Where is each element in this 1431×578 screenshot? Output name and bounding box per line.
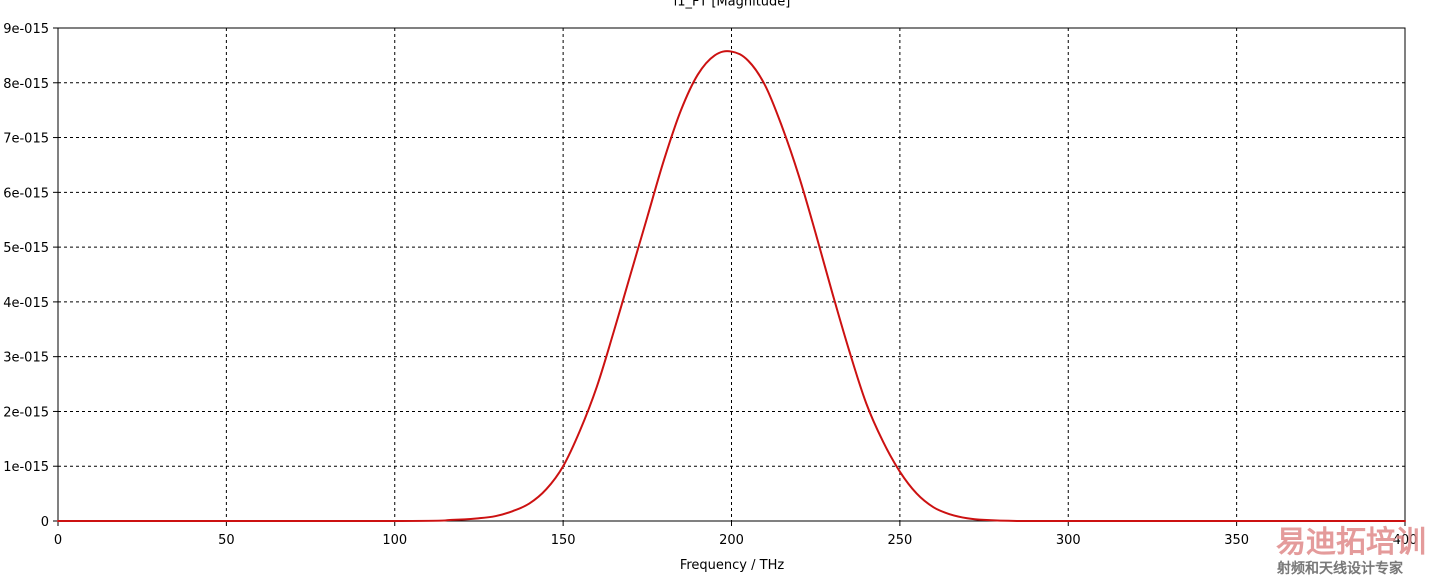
watermark-logo: 易迪拓培训 射频和天线设计专家 <box>1276 525 1426 577</box>
y-tick-label: 4e-015 <box>3 296 49 311</box>
y-tick-label: 3e-015 <box>3 351 49 366</box>
x-tick-label: 200 <box>719 533 744 548</box>
y-tick-label: 6e-015 <box>3 186 49 201</box>
y-tick-label: 2e-015 <box>3 405 49 420</box>
y-tick-label: 5e-015 <box>3 241 49 256</box>
series-group <box>57 50 1406 523</box>
x-axis-title: Frequency / THz <box>680 558 785 573</box>
x-tick-label: 100 <box>382 533 407 548</box>
x-tick-label: 300 <box>1056 533 1081 548</box>
chart-title: i1_FT [Magnitude] <box>674 0 791 10</box>
x-tick-label: 150 <box>551 533 576 548</box>
x-axis: 0 50 100 150 200 250 300 350 400 <box>54 521 1418 548</box>
y-tick-label: 0 <box>41 515 49 530</box>
series-line <box>57 50 1406 523</box>
y-axis: 0 1e-015 2e-015 3e-015 4e-015 5e-015 6e-015 7e-… <box>3 22 58 530</box>
grid <box>58 28 1405 521</box>
x-tick-label: 250 <box>887 533 912 548</box>
x-tick-label: 400 <box>1393 533 1418 548</box>
x-tick-label: 350 <box>1224 533 1249 548</box>
x-tick-label: 0 <box>54 533 62 548</box>
x-tick-label: 50 <box>218 533 235 548</box>
y-tick-label: 1e-015 <box>3 460 49 475</box>
y-tick-label: 7e-015 <box>3 132 49 147</box>
watermark-sub-text: 射频和天线设计专家 <box>1276 560 1404 577</box>
watermark-main-text: 易迪拓培训 <box>1276 525 1426 560</box>
y-tick-label: 9e-015 <box>3 22 49 37</box>
y-tick-label: 8e-015 <box>3 77 49 92</box>
